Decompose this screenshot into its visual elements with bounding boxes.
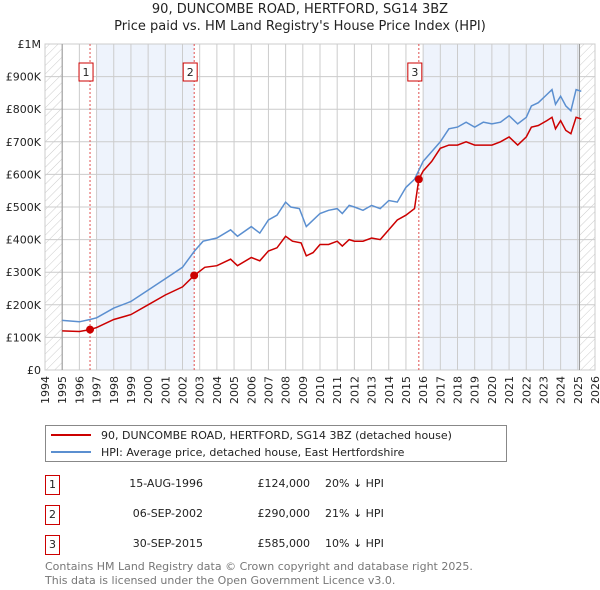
- x-tick-label: 1995: [56, 376, 69, 404]
- x-tick-label: 2010: [314, 376, 327, 404]
- sale-label-number: 2: [187, 66, 194, 79]
- x-tick-label: 1994: [39, 376, 52, 404]
- y-tick-label: £1M: [18, 38, 42, 51]
- sale-number: 1: [45, 475, 60, 495]
- legend-swatch-blue: [51, 451, 91, 453]
- x-tick-label: 2017: [434, 376, 447, 404]
- sale-label-box: [78, 62, 94, 82]
- sale-hpi-diff: 20% ↓ HPI: [325, 477, 384, 490]
- x-tick-label: 1999: [125, 376, 138, 404]
- sale-number: 2: [45, 505, 60, 525]
- x-tick-label: 2000: [142, 376, 155, 404]
- chart-title: 90, DUNCOMBE ROAD, HERTFORD, SG14 3BZ: [151, 2, 449, 17]
- y-tick-label: £0: [27, 364, 41, 377]
- property-series-line: [62, 116, 582, 333]
- sale-hpi-diff: 21% ↓ HPI: [325, 507, 384, 520]
- sale-point: [190, 271, 199, 280]
- sale-price: £585,000: [257, 537, 311, 550]
- x-tick-label: 2023: [537, 376, 550, 404]
- y-tick-label: £300K: [6, 266, 42, 279]
- chart-subtitle: Price paid vs. HM Land Registry's House …: [114, 19, 486, 34]
- sale-label-box: [407, 62, 423, 82]
- sale-label-number: 1: [83, 66, 90, 79]
- y-tick-label: £900K: [6, 71, 42, 84]
- x-tick-label: 2012: [348, 376, 361, 404]
- y-tick-label: £400K: [6, 234, 42, 247]
- legend-swatch-red: [51, 434, 91, 436]
- x-tick-label: 2003: [194, 376, 207, 404]
- x-tick-label: 2026: [589, 376, 600, 404]
- x-tick-label: 2004: [211, 376, 224, 404]
- x-tick-label: 2014: [383, 376, 396, 404]
- hpi-series-line: [62, 88, 582, 323]
- x-tick-label: 2009: [297, 376, 310, 404]
- x-tick-label: 1998: [108, 376, 121, 404]
- x-tick-label: 2007: [262, 376, 275, 404]
- sale-date: 06-SEP-2002: [132, 507, 203, 520]
- sale-price: £124,000: [257, 477, 311, 490]
- legend: 90, DUNCOMBE ROAD, HERTFORD, SG14 3BZ (d…: [45, 425, 507, 462]
- sale-point: [86, 325, 95, 334]
- sale-date: 15-AUG-1996: [129, 477, 203, 490]
- x-tick-label: 2025: [572, 376, 585, 404]
- sale-label-number: 3: [411, 66, 418, 79]
- sale-row: 3 30-SEP-2015 £585,000 10% ↓ HPI: [45, 535, 445, 555]
- x-tick-label: 2018: [452, 376, 465, 404]
- plot-border: [44, 43, 596, 371]
- x-tick-label: 2006: [245, 376, 258, 404]
- sale-row: 1 15-AUG-1996 £124,000 20% ↓ HPI: [45, 475, 445, 495]
- x-tick-label: 2002: [177, 376, 190, 404]
- sale-point: [414, 175, 423, 184]
- y-tick-label: £500K: [6, 201, 42, 214]
- plot-area: 1 2 3 1994 1995 1996 1997 1998 1999 2000 2001 2002 2…: [6, 38, 600, 404]
- footer-copyright: Contains HM Land Registry data © Crown c…: [45, 560, 473, 573]
- sale-hpi-diff: 10% ↓ HPI: [325, 537, 384, 550]
- x-tick-label: 1996: [73, 376, 86, 404]
- x-tick-label: 2024: [555, 376, 568, 404]
- x-tick-label: 2013: [366, 376, 379, 404]
- sale-row: 2 06-SEP-2002 £290,000 21% ↓ HPI: [45, 505, 445, 525]
- sale-number: 3: [45, 535, 60, 555]
- footer-licence: This data is licensed under the Open Gov…: [45, 574, 396, 587]
- x-tick-label: 2011: [331, 376, 344, 404]
- sale-label-box: [182, 62, 198, 82]
- legend-label-hpi: HPI: Average price, detached house, East…: [101, 445, 405, 459]
- y-tick-label: £200K: [6, 299, 42, 312]
- legend-item-property: 90, DUNCOMBE ROAD, HERTFORD, SG14 3BZ (d…: [51, 427, 452, 443]
- x-tick-label: 2008: [280, 376, 293, 404]
- x-tick-label: 2020: [486, 376, 499, 404]
- x-tick-label: 2022: [520, 376, 533, 404]
- sale-date: 30-SEP-2015: [132, 537, 203, 550]
- x-tick-label: 2005: [228, 376, 241, 404]
- y-tick-label: £800K: [6, 103, 42, 116]
- x-tick-label: 2001: [159, 376, 172, 404]
- x-tick-label: 2015: [400, 376, 413, 404]
- y-tick-label: £100K: [6, 331, 42, 344]
- legend-label-property: 90, DUNCOMBE ROAD, HERTFORD, SG14 3BZ (d…: [101, 428, 452, 442]
- sale-price: £290,000: [257, 507, 311, 520]
- x-tick-label: 2016: [417, 376, 430, 404]
- y-tick-label: £600K: [6, 168, 42, 181]
- x-tick-label: 1997: [91, 376, 104, 404]
- x-tick-label: 2019: [469, 376, 482, 404]
- y-tick-label: £700K: [6, 136, 42, 149]
- x-tick-label: 2021: [503, 376, 516, 404]
- legend-item-hpi: HPI: Average price, detached house, East…: [51, 444, 404, 460]
